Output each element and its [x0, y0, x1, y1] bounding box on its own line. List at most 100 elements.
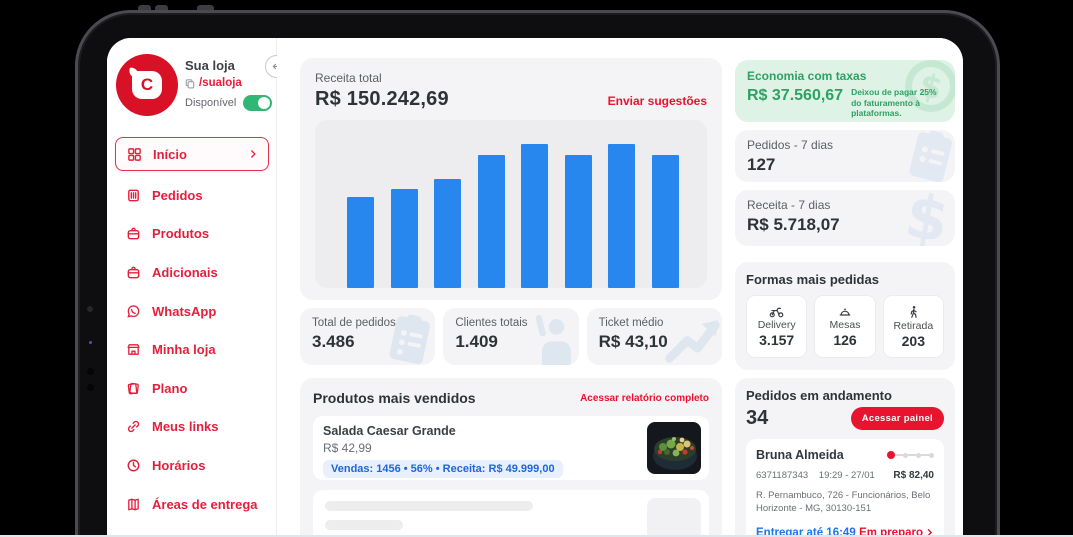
sidebar-item-plano[interactable]: Plano — [115, 369, 269, 408]
logo-bubble: C — [132, 71, 162, 99]
chart-bar — [390, 188, 418, 288]
grid-icon — [128, 147, 141, 161]
product-price: R$ 42,99 — [323, 441, 372, 455]
method-label: Mesas — [829, 319, 861, 331]
clipboard-watermark-icon — [901, 130, 955, 182]
revenue-total-value: R$ 150.242,69 — [315, 88, 449, 110]
svg-text:$: $ — [900, 190, 954, 246]
link-icon — [127, 421, 140, 433]
dollar-watermark-icon: $ — [899, 190, 955, 246]
method-mesas[interactable]: Mesas 126 — [814, 295, 876, 358]
method-retirada[interactable]: Retirada 203 — [882, 295, 944, 358]
whatsapp-icon — [127, 304, 140, 318]
skeleton-bar — [325, 520, 404, 530]
storefront-icon — [127, 344, 140, 356]
camera-dot — [87, 306, 93, 312]
method-delivery[interactable]: Delivery 3.157 — [746, 295, 808, 358]
step-dot — [929, 452, 934, 458]
bar-group — [347, 120, 679, 288]
sidebar-item-minha-loja[interactable]: Minha loja — [115, 330, 269, 369]
camera-dot — [87, 368, 94, 375]
store-handle-link[interactable]: /sualoja — [185, 77, 242, 89]
receipt-icon — [128, 189, 139, 202]
sidebar-item-whatsapp[interactable]: WhatsApp — [115, 292, 269, 331]
trend-up-watermark-icon — [664, 310, 722, 365]
avg-ticket-card: Ticket médio R$ 43,10 — [586, 308, 722, 365]
method-value: 126 — [833, 332, 857, 348]
order-number: 6371187343 — [756, 470, 809, 481]
chart-bar — [434, 178, 461, 288]
availability-row: Disponível — [185, 95, 273, 111]
total-orders-value: 3.486 — [312, 332, 355, 351]
store-name: Sua loja — [185, 58, 235, 73]
sidebar-item-areas-de-entrega[interactable]: Áreas de entrega — [115, 485, 269, 524]
layers-icon — [127, 382, 139, 395]
avg-ticket-value: R$ 43,10 — [598, 332, 668, 351]
top-products-title: Produtos mais vendidos — [313, 390, 476, 406]
person-watermark-icon — [525, 310, 579, 365]
fee-savings-card: $ Economia com taxas R$ 37.560,67 Deixou… — [735, 60, 955, 122]
chevron-right-icon — [927, 529, 933, 537]
motorcycle-icon — [769, 307, 784, 318]
orders-7-days-value: 127 — [747, 155, 776, 174]
skeleton-image — [647, 498, 701, 537]
chart-bar — [521, 143, 548, 288]
revenue-total-label: Receita total — [315, 71, 382, 85]
chevron-right-icon — [251, 150, 256, 158]
toggle-knob — [258, 97, 271, 109]
order-status-link[interactable]: Em preparo — [859, 527, 934, 537]
coin-watermark-icon: $ — [899, 60, 955, 122]
availability-toggle[interactable] — [243, 95, 273, 111]
camera-dot — [87, 384, 94, 391]
send-suggestions-link[interactable]: Enviar sugestões — [607, 94, 707, 108]
sidebar-item-horarios[interactable]: Horários — [115, 446, 269, 485]
order-customer-name: Bruna Almeida — [756, 448, 844, 462]
clock-icon — [127, 459, 140, 472]
store-logo: C — [116, 54, 178, 116]
sidebar-item-inicio[interactable]: Início — [115, 137, 269, 171]
method-label: Retirada — [893, 319, 934, 332]
ongoing-orders-title: Pedidos em andamento — [746, 388, 892, 403]
power-button — [197, 5, 214, 11]
revenue-bar-chart — [315, 120, 707, 288]
chart-bar — [608, 143, 635, 288]
total-customers-card: Clientes totais 1.409 — [443, 308, 579, 365]
chart-bar — [651, 155, 679, 288]
walking-person-icon — [910, 305, 917, 318]
order-card[interactable]: Bruna Almeida — [746, 439, 944, 537]
avg-ticket-label: Ticket médio — [598, 317, 664, 329]
addons-box-icon — [127, 266, 140, 279]
order-methods-card: Formas mais pedidas Delivery 3.157 Mesas… — [735, 262, 955, 370]
tablet-frame: C Sua loja /sualoja Disponível — [75, 10, 1000, 537]
revenue-7-days-value: R$ 5.718,07 — [747, 215, 840, 234]
access-panel-button[interactable]: Acessar painel — [850, 407, 944, 430]
method-value: 203 — [901, 332, 925, 349]
revenue-7-days-label: Receita - 7 dias — [747, 198, 831, 212]
bottom-edge-strip — [0, 535, 1073, 537]
stats-row: Total de pedidos 3.486 Clientes totais 1… — [300, 308, 722, 365]
method-value: 3.157 — [759, 332, 795, 348]
product-name: Salada Caesar Grande — [323, 424, 456, 438]
sidebar-item-adicionais[interactable]: Adicionais — [115, 253, 269, 292]
deliver-by-link[interactable]: Entregar até 16:49 — [756, 526, 856, 537]
ongoing-orders-count: 34 — [746, 407, 769, 429]
full-report-link[interactable]: Acessar relatório completo — [580, 392, 709, 404]
product-list-item-loading — [313, 490, 709, 537]
product-metrics-badge: Vendas: 1456 • 56% • Receita: R$ 49.999,… — [323, 460, 563, 478]
order-total: R$ 82,40 — [893, 470, 934, 481]
sidebar: C Sua loja /sualoja Disponível — [107, 38, 288, 537]
revenue-total-card: Receita total R$ 150.242,69 Enviar suges… — [300, 58, 722, 300]
cloche-icon — [839, 308, 851, 316]
app-screen: C Sua loja /sualoja Disponível — [107, 38, 963, 537]
step-dot — [916, 452, 921, 458]
total-customers-label: Clientes totais — [455, 317, 528, 329]
sidebar-item-pedidos[interactable]: Pedidos — [115, 176, 269, 215]
chart-bar — [477, 155, 505, 288]
total-customers-value: 1.409 — [455, 332, 498, 351]
total-orders-card: Total de pedidos 3.486 — [300, 308, 436, 365]
chart-bar — [564, 155, 592, 288]
sidebar-item-produtos[interactable]: Produtos — [115, 215, 269, 254]
product-list-item[interactable]: Salada Caesar Grande R$ 42,99 Vendas: 14… — [313, 416, 709, 480]
sidebar-item-meus-links[interactable]: Meus links — [115, 408, 269, 447]
